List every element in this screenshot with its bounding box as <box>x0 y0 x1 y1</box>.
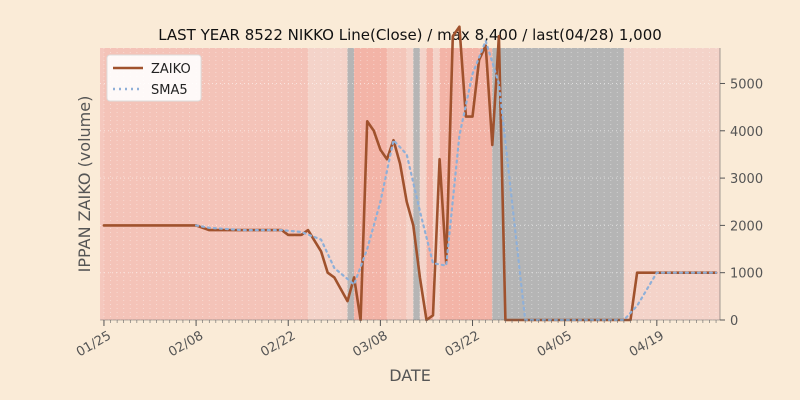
background-band-13 <box>623 48 720 320</box>
chart-title: LAST YEAR 8522 NIKKO Line(Close) / max 8… <box>158 26 662 44</box>
background-band-0 <box>100 48 104 320</box>
y-tick-label: 1000 <box>730 267 763 282</box>
y-tick-label: 4000 <box>730 125 763 140</box>
background-band-12 <box>492 48 624 320</box>
y-axis: 0 1000 2000 3000 4000 5000 <box>719 48 763 329</box>
x-tick-label: 01/25 <box>74 328 114 360</box>
y-axis-label: IPPAN ZAIKO (volume) <box>75 96 94 273</box>
y-tick-label: 0 <box>730 314 738 329</box>
x-tick-label: 02/08 <box>166 328 206 360</box>
x-tick-label: 03/22 <box>443 328 483 360</box>
x-axis-label: DATE <box>389 366 431 385</box>
background-band-4 <box>354 48 387 320</box>
legend-zaiko-label: ZAIKO <box>151 62 191 77</box>
background-band-9 <box>426 48 434 320</box>
y-tick-label: 2000 <box>730 219 763 234</box>
background-bands <box>100 48 720 320</box>
y-tick-label: 3000 <box>730 172 763 187</box>
x-axis: 01/25 02/08 02/22 03/08 03/22 04/05 04/19 <box>74 319 720 360</box>
background-band-8 <box>419 48 427 320</box>
background-band-10 <box>433 48 440 320</box>
background-band-3 <box>347 48 355 320</box>
x-tick-label: 04/05 <box>535 328 575 360</box>
background-band-7 <box>413 48 420 320</box>
y-tick-label: 5000 <box>730 77 763 92</box>
background-band-5 <box>386 48 407 320</box>
legend-box <box>106 54 202 102</box>
legend: ZAIKO SMA5 <box>106 54 202 102</box>
x-tick-label: 03/08 <box>350 328 390 360</box>
x-tick-label: 04/19 <box>627 328 667 360</box>
legend-sma5-label: SMA5 <box>151 83 188 98</box>
background-band-6 <box>406 48 414 320</box>
x-tick-label: 02/22 <box>258 328 298 360</box>
